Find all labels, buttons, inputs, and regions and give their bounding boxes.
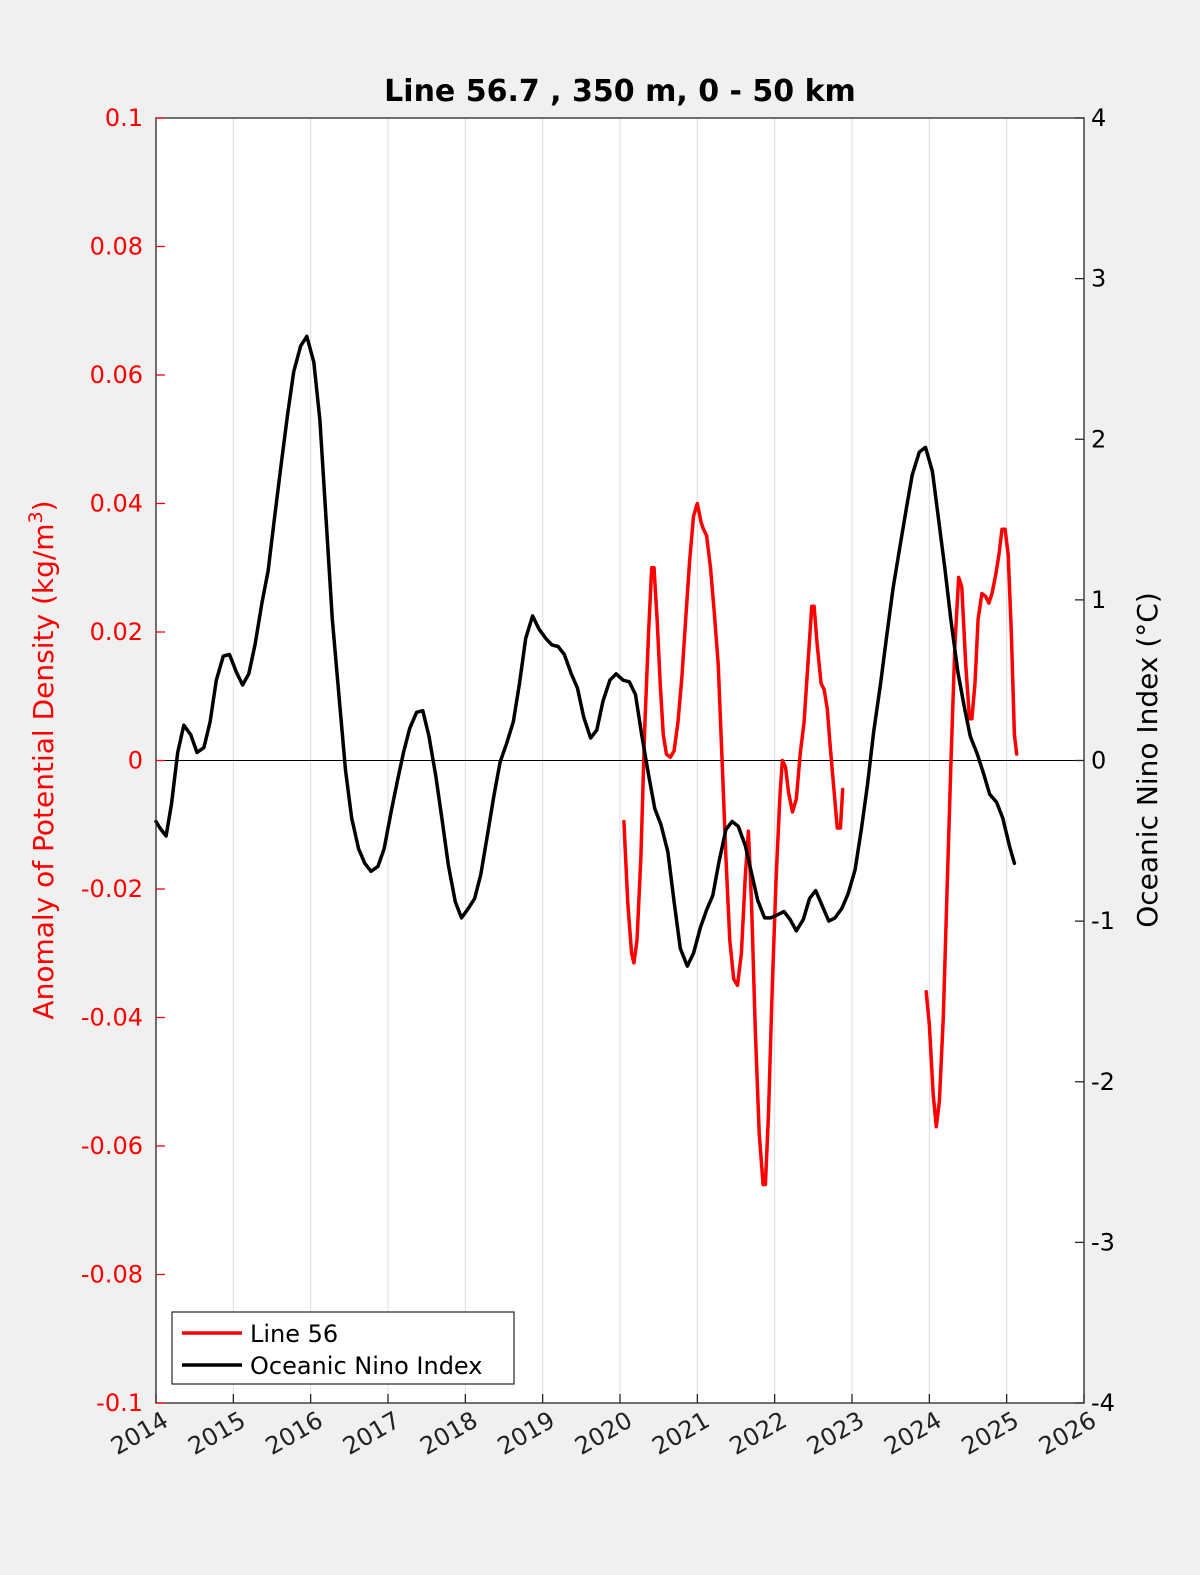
right-tick-label-0: 4 xyxy=(1091,104,1106,132)
series-line-line-56-segment-1 xyxy=(924,527,1019,1129)
right-tick-label-2: 2 xyxy=(1091,425,1106,453)
right-tick-label-5: -1 xyxy=(1091,907,1115,935)
left-tick-label-0: 0.1 xyxy=(105,104,143,132)
right-tick-label-3: 1 xyxy=(1091,586,1106,614)
left-tick-label-2: 0.06 xyxy=(90,361,143,389)
left-tick-label-10: -0.1 xyxy=(96,1389,143,1417)
right-tick-label-7: -3 xyxy=(1091,1228,1115,1256)
left-axis-label: Anomaly of Potential Density (kg/m3) xyxy=(25,500,60,1019)
right-tick-label-4: 0 xyxy=(1091,747,1106,775)
right-tick-label-1: 3 xyxy=(1091,265,1106,293)
left-tick-label-8: -0.06 xyxy=(81,1132,143,1160)
left-axis-label-close: ) xyxy=(27,500,60,511)
left-tick-label-7: -0.04 xyxy=(81,1004,143,1032)
left-tick-label-9: -0.08 xyxy=(81,1261,143,1289)
right-axis-ticks: 4 3 2 1 0 -1 -2 -3 -4 xyxy=(1075,104,1115,1417)
left-tick-label-5: 0 xyxy=(128,747,143,775)
right-axis-label: Oceanic Nino Index (°C) xyxy=(1131,592,1164,928)
left-tick-label-4: 0.02 xyxy=(90,618,143,646)
legend-box xyxy=(171,1311,515,1385)
left-axis-label-main: Anomaly of Potential Density (kg/m xyxy=(27,523,60,1019)
left-axis-label-sup: 3 xyxy=(25,511,47,523)
legend-label-line-56: Line 56 xyxy=(250,1320,338,1348)
right-tick-label-6: -2 xyxy=(1091,1068,1115,1096)
chart-title: Line 56.7 , 350 m, 0 - 50 km xyxy=(384,74,856,109)
left-tick-label-1: 0.08 xyxy=(90,233,143,261)
series-lines xyxy=(154,334,1019,1187)
left-axis-ticks: 0.1 0.08 0.06 0.04 0.02 0 -0.02 -0.04 -0.06 -0.08… xyxy=(81,104,165,1417)
left-tick-label-6: -0.02 xyxy=(81,875,143,903)
legend-label-oni: Oceanic Nino Index xyxy=(250,1352,482,1380)
right-tick-label-8: -4 xyxy=(1091,1389,1115,1417)
series-line-line-56-segment-0 xyxy=(622,501,845,1187)
legend: Line 56 Oceanic Nino Index xyxy=(171,1311,515,1385)
series-line-oni-segment-0 xyxy=(154,334,1017,968)
left-tick-label-3: 0.04 xyxy=(90,490,143,518)
